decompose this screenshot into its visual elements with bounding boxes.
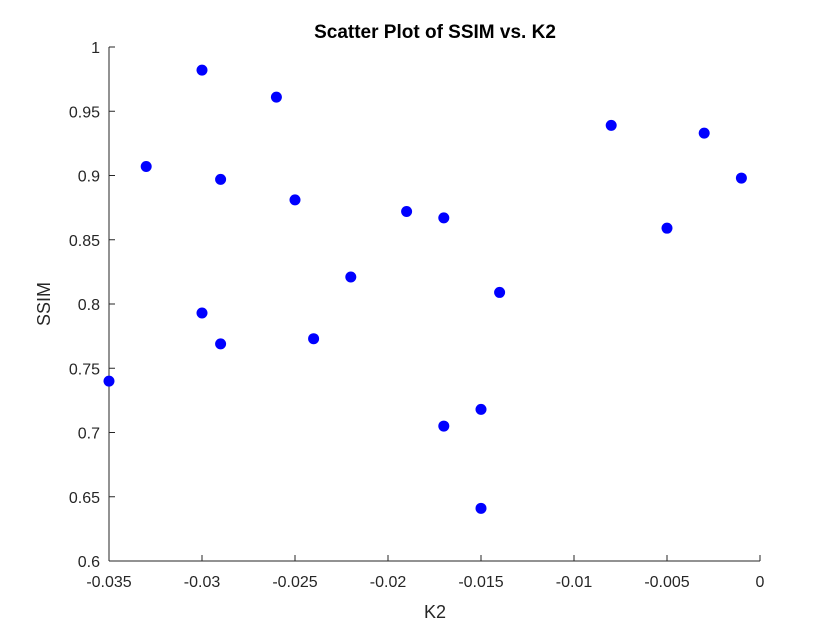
data-points	[103, 64, 747, 514]
data-point	[270, 91, 282, 103]
data-point	[661, 222, 673, 234]
x-tick-label: -0.005	[644, 574, 689, 591]
data-point	[438, 212, 450, 224]
x-tick-label: -0.01	[556, 574, 593, 591]
axes	[108, 47, 760, 562]
data-point	[494, 286, 506, 298]
data-point	[196, 64, 208, 76]
x-tick-label: -0.03	[184, 574, 221, 591]
x-axis-label: K2	[424, 602, 446, 622]
x-tick-label: -0.035	[86, 574, 131, 591]
data-point	[735, 172, 747, 184]
x-tick-label: -0.015	[458, 574, 503, 591]
data-point	[196, 307, 208, 319]
data-point	[345, 271, 357, 283]
data-point	[215, 173, 227, 185]
y-tick-label: 0.9	[78, 169, 100, 186]
y-tick-label: 0.75	[69, 361, 100, 378]
y-tick-label: 0.95	[69, 104, 100, 121]
x-tick-label: -0.02	[370, 574, 407, 591]
data-point	[698, 127, 710, 139]
data-point	[475, 403, 487, 415]
y-tick-label: 0.65	[69, 490, 100, 507]
y-tick-label: 0.6	[78, 554, 100, 571]
data-point	[308, 333, 320, 345]
data-point	[438, 420, 450, 432]
chart-title: Scatter Plot of SSIM vs. K2	[314, 22, 556, 43]
data-point	[401, 205, 413, 217]
y-ticks: 0.6 0.65 0.7 0.75 0.8 0.85 0.9 0.95 1	[69, 40, 115, 571]
x-ticks: -0.035 -0.03 -0.025 -0.02 -0.015 -0.01 -0.005 0	[86, 555, 765, 591]
data-point	[140, 161, 152, 173]
y-tick-label: 1	[91, 40, 100, 57]
data-point	[103, 375, 115, 387]
y-tick-label: 0.7	[78, 426, 100, 443]
data-point	[289, 194, 301, 206]
data-point	[605, 119, 617, 131]
data-point	[475, 502, 487, 514]
data-point	[215, 338, 227, 350]
y-tick-label: 0.85	[69, 233, 100, 250]
y-axis-label: SSIM	[34, 282, 54, 326]
y-tick-label: 0.8	[78, 297, 100, 314]
x-tick-label: -0.025	[272, 574, 317, 591]
x-tick-label: 0	[756, 574, 765, 591]
